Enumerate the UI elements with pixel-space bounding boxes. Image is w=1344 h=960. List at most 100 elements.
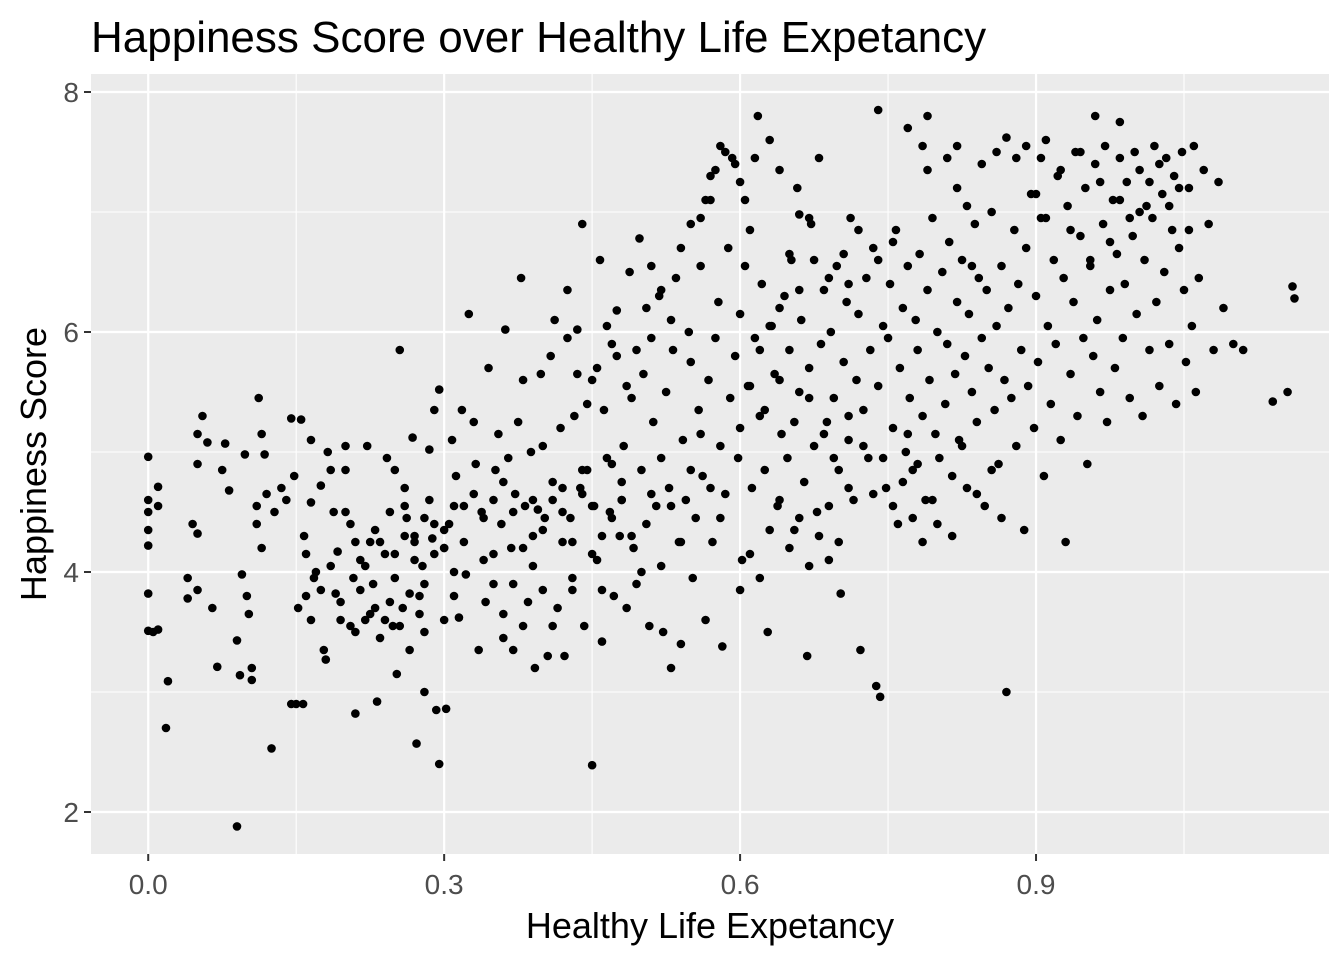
data-point xyxy=(425,445,434,454)
data-point xyxy=(375,537,385,547)
data-point xyxy=(1095,177,1105,187)
data-point xyxy=(666,315,676,325)
data-point xyxy=(970,219,980,229)
data-point xyxy=(632,345,641,355)
data-point xyxy=(257,429,266,439)
data-point xyxy=(1069,297,1078,307)
data-point xyxy=(864,453,873,463)
data-point xyxy=(1145,345,1154,355)
data-point xyxy=(412,739,421,748)
data-point xyxy=(908,465,918,475)
data-point xyxy=(418,561,427,571)
data-point xyxy=(336,615,345,625)
data-point xyxy=(622,603,631,613)
data-point xyxy=(380,549,390,559)
data-point xyxy=(931,429,940,439)
data-point xyxy=(558,483,567,493)
data-point xyxy=(563,285,572,295)
data-point xyxy=(994,459,1003,469)
data-point xyxy=(1164,339,1174,349)
data-point xyxy=(885,279,895,289)
data-point xyxy=(804,363,814,373)
data-point xyxy=(612,306,622,315)
data-point xyxy=(298,699,308,709)
data-point xyxy=(434,385,444,394)
data-point xyxy=(816,339,826,349)
data-point xyxy=(755,411,765,421)
data-point xyxy=(740,261,750,271)
data-point xyxy=(755,573,765,583)
data-point xyxy=(888,423,898,433)
x-tick-label: 0.0 xyxy=(129,869,168,900)
data-point xyxy=(398,603,408,613)
data-point xyxy=(873,255,883,265)
data-point xyxy=(1105,285,1115,295)
data-point xyxy=(538,441,548,451)
data-point xyxy=(763,627,773,637)
data-point xyxy=(333,547,342,556)
data-point xyxy=(429,405,439,415)
data-point xyxy=(193,529,202,538)
data-point xyxy=(1155,381,1164,391)
data-point xyxy=(947,531,957,541)
data-point xyxy=(651,501,661,511)
data-point xyxy=(846,213,855,223)
data-point xyxy=(635,234,644,243)
data-point xyxy=(1164,201,1174,211)
data-point xyxy=(296,415,306,424)
data-point xyxy=(390,465,400,475)
data-point xyxy=(1066,369,1075,379)
data-point xyxy=(326,561,336,571)
data-point xyxy=(903,123,913,133)
data-point xyxy=(516,273,526,283)
data-point xyxy=(247,663,257,673)
data-point xyxy=(390,549,400,559)
data-point xyxy=(513,417,523,427)
data-point xyxy=(755,345,765,355)
data-point xyxy=(891,225,901,235)
data-point xyxy=(647,489,656,499)
data-point xyxy=(607,339,617,349)
data-point xyxy=(1199,165,1209,175)
data-point xyxy=(1118,333,1128,343)
data-point xyxy=(997,513,1006,523)
data-point xyxy=(627,393,636,403)
data-point xyxy=(597,637,607,646)
data-point xyxy=(747,483,757,493)
data-point xyxy=(656,561,666,571)
data-point xyxy=(499,609,508,619)
data-point xyxy=(757,279,767,289)
data-point xyxy=(750,153,760,163)
data-point xyxy=(270,507,279,517)
data-point xyxy=(1010,225,1019,235)
data-point xyxy=(506,543,516,553)
data-point xyxy=(666,663,676,673)
data-point xyxy=(341,441,350,451)
data-point xyxy=(804,213,814,223)
data-point xyxy=(573,325,582,334)
data-point xyxy=(1290,294,1299,303)
data-point xyxy=(431,705,441,715)
data-point xyxy=(765,321,774,331)
data-point xyxy=(415,609,424,619)
data-point xyxy=(974,273,984,283)
data-point xyxy=(1041,213,1051,223)
data-point xyxy=(1157,189,1167,199)
data-point xyxy=(341,507,350,517)
data-point xyxy=(592,555,602,565)
data-point xyxy=(360,561,370,571)
data-point xyxy=(439,543,449,553)
data-point xyxy=(408,433,417,442)
data-point xyxy=(469,489,479,499)
data-point xyxy=(1128,231,1137,241)
data-point xyxy=(441,704,451,714)
data-point xyxy=(365,609,375,619)
data-point xyxy=(1063,201,1072,211)
data-point xyxy=(859,441,868,451)
data-point xyxy=(984,363,993,373)
data-point xyxy=(449,567,459,577)
data-point xyxy=(686,219,696,229)
data-point xyxy=(928,495,937,505)
data-point xyxy=(370,603,380,613)
data-point xyxy=(617,477,627,487)
